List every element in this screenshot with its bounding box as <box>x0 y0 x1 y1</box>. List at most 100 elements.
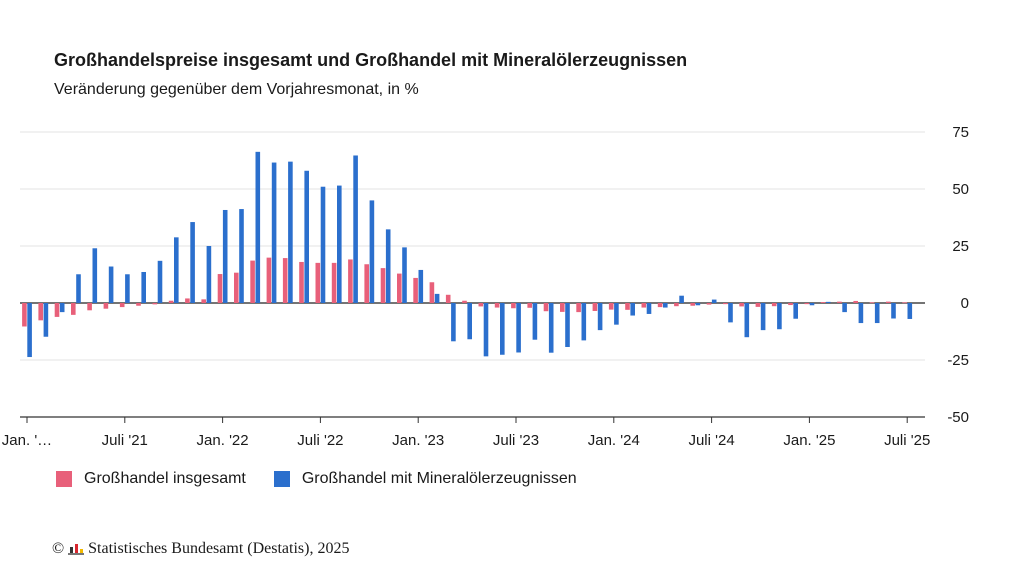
bar-mineraloel[interactable] <box>614 303 619 325</box>
bar-grosshandel-insgesamt[interactable] <box>364 264 369 303</box>
legend-item-insgesamt[interactable]: Großhandel insgesamt <box>56 470 246 488</box>
bar-mineraloel[interactable] <box>141 271 146 303</box>
bar-grosshandel-insgesamt[interactable] <box>54 303 60 317</box>
bar-grosshandel-insgesamt[interactable] <box>22 303 27 327</box>
bar-mineraloel[interactable] <box>646 303 652 314</box>
bar-mineraloel[interactable] <box>532 303 538 340</box>
bar-grosshandel-insgesamt[interactable] <box>299 261 304 303</box>
bar-grosshandel-insgesamt[interactable] <box>38 303 43 321</box>
bar-grosshandel-insgesamt[interactable] <box>413 277 418 303</box>
bar-grosshandel-insgesamt[interactable] <box>560 303 565 312</box>
bar-grosshandel-insgesamt[interactable] <box>152 303 158 305</box>
bar-mineraloel[interactable] <box>239 209 244 303</box>
bar-mineraloel[interactable] <box>516 303 521 353</box>
bar-grosshandel-insgesamt[interactable] <box>690 303 695 306</box>
bar-grosshandel-insgesamt[interactable] <box>201 299 206 303</box>
bar-mineraloel[interactable] <box>581 303 587 341</box>
bar-grosshandel-insgesamt[interactable] <box>250 260 255 303</box>
bar-grosshandel-insgesamt[interactable] <box>706 303 712 305</box>
bar-mineraloel[interactable] <box>777 303 782 330</box>
bar-mineraloel[interactable] <box>809 303 815 306</box>
bar-mineraloel[interactable] <box>385 229 391 303</box>
bar-mineraloel[interactable] <box>483 303 489 357</box>
bar-mineraloel[interactable] <box>206 246 212 303</box>
bar-mineraloel[interactable] <box>402 247 407 303</box>
bar-mineraloel[interactable] <box>27 303 32 358</box>
bar-mineraloel[interactable] <box>434 293 440 303</box>
bar-mineraloel[interactable] <box>597 303 603 331</box>
bar-mineraloel[interactable] <box>43 303 49 337</box>
bar-mineraloel[interactable] <box>467 303 472 340</box>
bar-grosshandel-insgesamt[interactable] <box>136 303 141 306</box>
bar-grosshandel-insgesamt[interactable] <box>739 303 744 307</box>
bar-mineraloel[interactable] <box>891 303 896 319</box>
bar-grosshandel-insgesamt[interactable] <box>71 303 76 315</box>
bar-mineraloel[interactable] <box>695 303 701 306</box>
bar-mineraloel[interactable] <box>711 299 717 303</box>
bar-mineraloel[interactable] <box>826 301 831 303</box>
bar-grosshandel-insgesamt[interactable] <box>657 303 663 308</box>
bar-grosshandel-insgesamt[interactable] <box>723 303 728 305</box>
bar-mineraloel[interactable] <box>451 303 456 342</box>
bar-grosshandel-insgesamt[interactable] <box>511 303 516 309</box>
bar-grosshandel-insgesamt[interactable] <box>494 303 500 308</box>
bar-grosshandel-insgesamt[interactable] <box>217 274 223 303</box>
bar-mineraloel[interactable] <box>222 209 228 303</box>
bar-mineraloel[interactable] <box>59 303 65 313</box>
bar-mineraloel[interactable] <box>744 303 750 338</box>
bar-grosshandel-insgesamt[interactable] <box>755 303 761 307</box>
bar-mineraloel[interactable] <box>418 269 424 303</box>
bar-mineraloel[interactable] <box>858 303 864 324</box>
bar-grosshandel-insgesamt[interactable] <box>282 258 288 303</box>
bar-mineraloel[interactable] <box>255 151 261 303</box>
bar-grosshandel-insgesamt[interactable] <box>771 303 777 307</box>
bar-mineraloel[interactable] <box>353 155 358 303</box>
bar-grosshandel-insgesamt[interactable] <box>397 273 402 303</box>
bar-mineraloel[interactable] <box>760 303 766 331</box>
bar-mineraloel[interactable] <box>76 274 81 303</box>
bar-mineraloel[interactable] <box>108 266 114 303</box>
bar-grosshandel-insgesamt[interactable] <box>429 282 435 303</box>
bar-grosshandel-insgesamt[interactable] <box>641 303 647 308</box>
bar-mineraloel[interactable] <box>793 303 798 319</box>
bar-grosshandel-insgesamt[interactable] <box>119 303 125 308</box>
bar-grosshandel-insgesamt[interactable] <box>853 300 858 303</box>
bar-grosshandel-insgesamt[interactable] <box>527 303 532 308</box>
bar-grosshandel-insgesamt[interactable] <box>315 262 321 303</box>
bar-mineraloel[interactable] <box>320 186 326 303</box>
bar-mineraloel[interactable] <box>630 303 635 316</box>
bar-grosshandel-insgesamt[interactable] <box>576 303 581 313</box>
bar-grosshandel-insgesamt[interactable] <box>902 302 907 304</box>
bar-grosshandel-insgesamt[interactable] <box>592 303 598 311</box>
bar-mineraloel[interactable] <box>190 222 195 303</box>
bar-grosshandel-insgesamt[interactable] <box>788 303 793 306</box>
bar-mineraloel[interactable] <box>679 295 684 303</box>
bar-grosshandel-insgesamt[interactable] <box>331 262 337 303</box>
bar-grosshandel-insgesamt[interactable] <box>837 301 842 303</box>
bar-grosshandel-insgesamt[interactable] <box>266 257 272 303</box>
bar-mineraloel[interactable] <box>125 274 130 303</box>
bar-grosshandel-insgesamt[interactable] <box>185 298 190 303</box>
bar-grosshandel-insgesamt[interactable] <box>87 303 92 311</box>
bar-grosshandel-insgesamt[interactable] <box>445 294 451 303</box>
bar-grosshandel-insgesamt[interactable] <box>886 301 891 303</box>
bar-grosshandel-insgesamt[interactable] <box>168 300 174 303</box>
bar-mineraloel[interactable] <box>92 248 98 303</box>
bar-grosshandel-insgesamt[interactable] <box>234 272 239 303</box>
bar-mineraloel[interactable] <box>565 303 570 347</box>
bar-grosshandel-insgesamt[interactable] <box>462 300 467 303</box>
bar-grosshandel-insgesamt[interactable] <box>804 303 810 305</box>
bar-mineraloel[interactable] <box>337 185 342 303</box>
bar-grosshandel-insgesamt[interactable] <box>608 303 614 310</box>
bar-mineraloel[interactable] <box>728 303 733 323</box>
bar-mineraloel[interactable] <box>304 170 309 303</box>
bar-mineraloel[interactable] <box>548 303 554 353</box>
bar-mineraloel[interactable] <box>288 161 293 303</box>
bar-grosshandel-insgesamt[interactable] <box>103 303 109 309</box>
bar-grosshandel-insgesamt[interactable] <box>820 302 826 303</box>
bar-mineraloel[interactable] <box>174 237 179 303</box>
bar-grosshandel-insgesamt[interactable] <box>478 303 484 307</box>
bar-grosshandel-insgesamt[interactable] <box>869 302 875 304</box>
bar-grosshandel-insgesamt[interactable] <box>380 268 386 303</box>
bar-mineraloel[interactable] <box>369 200 375 303</box>
